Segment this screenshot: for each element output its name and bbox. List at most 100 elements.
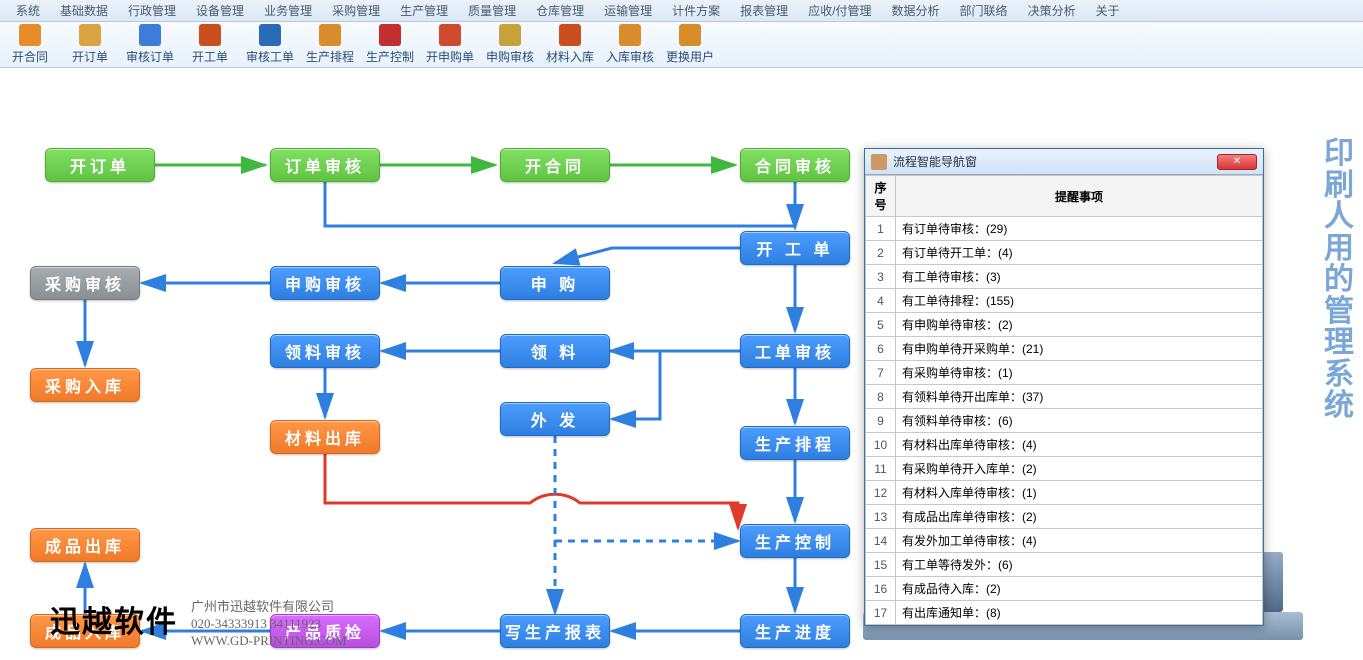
toolbar-button[interactable]: 更换用户: [660, 24, 720, 65]
toolbar-button[interactable]: 审核工单: [240, 24, 300, 65]
reminder-row[interactable]: 3有工单待审核：(3): [866, 265, 1263, 289]
toolbar-button[interactable]: 审核订单: [120, 24, 180, 65]
toolbar-label: 材料入库: [546, 48, 594, 65]
toolbar-button[interactable]: 生产排程: [300, 24, 360, 65]
row-message: 有领料单待审核：(6): [896, 409, 1263, 433]
row-message: 有采购单待审核：(1): [896, 361, 1263, 385]
row-message: 有工单等待发外：(6): [896, 553, 1263, 577]
flow-node-n4[interactable]: 合同审核: [740, 148, 850, 182]
reminder-row[interactable]: 17有出库通知单：(8): [866, 601, 1263, 625]
menu-item[interactable]: 关于: [1086, 2, 1130, 19]
toolbar-icon: [79, 24, 101, 46]
flow-node-n16[interactable]: 生产控制: [740, 524, 850, 558]
menu-item[interactable]: 行政管理: [118, 2, 186, 19]
side-slogan: 印刷人用的管理系统: [1321, 138, 1357, 422]
reminder-row[interactable]: 6有申购单待开采购单：(21): [866, 337, 1263, 361]
reminder-table: 序号 提醒事项 1有订单待审核：(29)2有订单待开工单：(4)3有工单待审核：…: [865, 175, 1263, 625]
toolbar-icon: [499, 24, 521, 46]
flow-node-n1[interactable]: 开订单: [45, 148, 155, 182]
flow-node-n2[interactable]: 订单审核: [270, 148, 380, 182]
menu-item[interactable]: 报表管理: [730, 2, 798, 19]
row-message: 有成品出库单待审核：(2): [896, 505, 1263, 529]
reminder-row[interactable]: 9有领料单待审核：(6): [866, 409, 1263, 433]
menu-item[interactable]: 应收/付管理: [798, 2, 881, 19]
reminder-row[interactable]: 12有材料入库单待审核：(1): [866, 481, 1263, 505]
flow-node-n11[interactable]: 领 料: [500, 334, 610, 368]
menu-item[interactable]: 生产管理: [390, 2, 458, 19]
row-index: 1: [866, 217, 896, 241]
reminder-row[interactable]: 15有工单等待发外：(6): [866, 553, 1263, 577]
flow-node-n6[interactable]: 申 购: [500, 266, 610, 300]
footer-company: 广州市迅越软件有限公司: [191, 599, 334, 614]
flow-node-n9[interactable]: 采购入库: [30, 368, 140, 402]
row-index: 18: [866, 625, 896, 626]
reminder-row[interactable]: 1有订单待审核：(29): [866, 217, 1263, 241]
reminder-row[interactable]: 2有订单待开工单：(4): [866, 241, 1263, 265]
menu-item[interactable]: 决策分析: [1018, 2, 1086, 19]
toolbar-button[interactable]: 开工单: [180, 24, 240, 65]
menu-item[interactable]: 数据分析: [882, 2, 950, 19]
row-index: 8: [866, 385, 896, 409]
close-button[interactable]: ✕: [1217, 154, 1257, 170]
menu-item[interactable]: 采购管理: [322, 2, 390, 19]
row-index: 14: [866, 529, 896, 553]
row-message: 有订单待审核：(29): [896, 217, 1263, 241]
reminder-row[interactable]: 10有材料出库单待审核：(4): [866, 433, 1263, 457]
toolbar-button[interactable]: 入库审核: [600, 24, 660, 65]
reminder-row[interactable]: 8有领料单待开出库单：(37): [866, 385, 1263, 409]
flow-node-n21[interactable]: 生产进度: [740, 614, 850, 648]
toolbar-icon: [319, 24, 341, 46]
toolbar-button[interactable]: 生产控制: [360, 24, 420, 65]
row-message: 有材料出库单待审核：(4): [896, 433, 1263, 457]
popup-titlebar[interactable]: 流程智能导航窗 ✕: [865, 149, 1263, 175]
toolbar-button[interactable]: 材料入库: [540, 24, 600, 65]
toolbar-icon: [19, 24, 41, 46]
menu-item[interactable]: 部门联络: [950, 2, 1018, 19]
menu-item[interactable]: 仓库管理: [526, 2, 594, 19]
menu-item[interactable]: 设备管理: [186, 2, 254, 19]
toolbar-label: 开合同: [12, 48, 48, 65]
toolbar-label: 生产控制: [366, 48, 414, 65]
menu-item[interactable]: 系统: [6, 2, 50, 19]
flow-node-n10[interactable]: 领料审核: [270, 334, 380, 368]
flow-node-n12[interactable]: 工单审核: [740, 334, 850, 368]
flow-node-n5[interactable]: 开 工 单: [740, 231, 850, 265]
reminder-row[interactable]: 11有采购单待开入库单：(2): [866, 457, 1263, 481]
popup-title: 流程智能导航窗: [893, 153, 977, 170]
menu-item[interactable]: 运输管理: [594, 2, 662, 19]
flow-node-n14[interactable]: 材料出库: [270, 420, 380, 454]
row-message: 有工单待排程：(155): [896, 289, 1263, 313]
row-index: 13: [866, 505, 896, 529]
menu-item[interactable]: 业务管理: [254, 2, 322, 19]
toolbar-button[interactable]: 申购审核: [480, 24, 540, 65]
reminder-row[interactable]: 5有申购单待审核：(2): [866, 313, 1263, 337]
footer-phone: 020-34333913 34111923: [191, 616, 321, 631]
flow-node-n20[interactable]: 写生产报表: [500, 614, 610, 648]
flow-node-n7[interactable]: 申购审核: [270, 266, 380, 300]
reminder-row[interactable]: 7有采购单待审核：(1): [866, 361, 1263, 385]
reminder-popup: 流程智能导航窗 ✕ 序号 提醒事项 1有订单待审核：(29)2有订单待开工单：(…: [864, 148, 1264, 626]
row-message: 有领料单待开出库单：(37): [896, 385, 1263, 409]
row-message: 有出库通知单：(8): [896, 601, 1263, 625]
reminder-row[interactable]: 13有成品出库单待审核：(2): [866, 505, 1263, 529]
toolbar-button[interactable]: 开申购单: [420, 24, 480, 65]
toolbar-button[interactable]: 开订单: [60, 24, 120, 65]
reminder-row[interactable]: 14有发外加工单待审核：(4): [866, 529, 1263, 553]
toolbar-icon: [139, 24, 161, 46]
toolbar-button[interactable]: 开合同: [0, 24, 60, 65]
menu-item[interactable]: 质量管理: [458, 2, 526, 19]
reminder-row[interactable]: 16有成品待入库：(2): [866, 577, 1263, 601]
flow-node-n15[interactable]: 生产排程: [740, 426, 850, 460]
menu-item[interactable]: 基础数据: [50, 2, 118, 19]
flow-node-n13[interactable]: 外 发: [500, 402, 610, 436]
row-message: 有申购单待审核：(2): [896, 313, 1263, 337]
flow-node-n3[interactable]: 开合同: [500, 148, 610, 182]
toolbar-icon: [559, 24, 581, 46]
row-message: 有采购单待开入库单：(2): [896, 457, 1263, 481]
flow-node-n8[interactable]: 采购审核: [30, 266, 140, 300]
menu-item[interactable]: 计件方案: [662, 2, 730, 19]
toolbar-icon: [439, 24, 461, 46]
reminder-row[interactable]: 18有维修单待审核：(1): [866, 625, 1263, 626]
reminder-row[interactable]: 4有工单待排程：(155): [866, 289, 1263, 313]
flow-node-n17[interactable]: 成品出库: [30, 528, 140, 562]
